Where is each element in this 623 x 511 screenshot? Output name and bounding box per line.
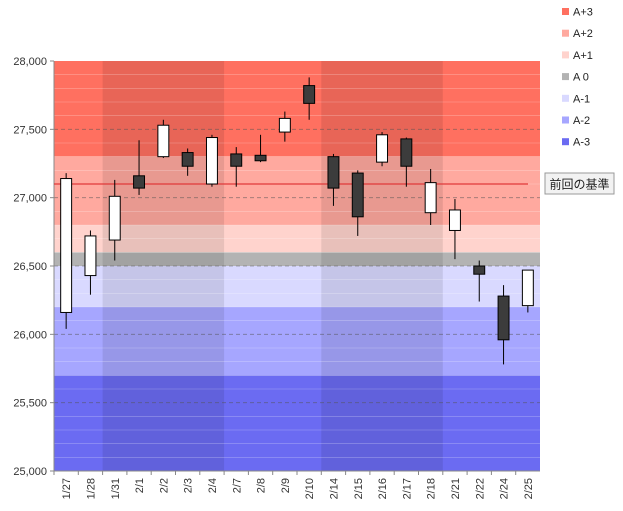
candle-body xyxy=(181,152,194,167)
grid-lines xyxy=(54,74,540,458)
candle-body xyxy=(133,175,146,189)
x-axis: 1/27 1/28 1/31 2/1 2/2 2/3 2/4 2/7 2/8 2/9 2/10 2/1… xyxy=(53,470,540,499)
legend-label: A-2 xyxy=(573,115,590,127)
legend-label: A-1 xyxy=(573,93,590,105)
candle-body xyxy=(327,156,340,189)
x-tick-label: 2/16 xyxy=(377,478,389,499)
week-shade xyxy=(321,61,443,471)
x-tick-label: 2/8 xyxy=(256,478,268,493)
candle-body xyxy=(376,134,389,163)
legend-label: A 0 xyxy=(573,72,589,84)
candle-2-25 xyxy=(521,269,534,313)
candle-body xyxy=(521,269,534,307)
x-tick-label: 2/7 xyxy=(231,478,243,493)
candle-2-4 xyxy=(205,134,218,187)
x-tick-label: 2/14 xyxy=(328,478,340,499)
legend-swatch xyxy=(562,94,569,102)
y-tick-label: 25,500 xyxy=(13,398,47,410)
candle-body xyxy=(230,153,243,167)
candle-2-14 xyxy=(327,153,340,206)
candle-body xyxy=(108,195,121,241)
candle-2-1 xyxy=(133,140,146,195)
y-tick-label: 26,000 xyxy=(13,329,47,341)
band-Aminus1 xyxy=(54,266,540,307)
x-tick-label: 2/25 xyxy=(523,478,535,499)
y-tick-label: 25,000 xyxy=(13,466,47,478)
legend-swatch xyxy=(562,8,569,15)
legend-swatch xyxy=(562,138,569,146)
x-tick-label: 2/10 xyxy=(304,478,316,499)
candle-2-18 xyxy=(424,168,437,225)
legend-swatch xyxy=(562,73,569,81)
candle-1-31 xyxy=(108,179,121,261)
x-tick-label: 2/4 xyxy=(207,478,219,493)
band-Aminus2 xyxy=(54,307,540,376)
y-tick-label: 26,500 xyxy=(13,261,47,273)
legend-label: A+2 xyxy=(573,28,593,40)
candle-2-10 xyxy=(303,77,316,120)
legend-swatch xyxy=(562,29,569,37)
candle-2-7 xyxy=(230,147,243,187)
band-Aminus3 xyxy=(54,375,540,471)
band-Aplus3 xyxy=(54,61,540,157)
y-tick-label: 27,000 xyxy=(13,193,47,205)
x-tick-label: 2/15 xyxy=(353,478,365,499)
candle-body xyxy=(157,124,170,158)
x-tick-label: 2/24 xyxy=(499,478,511,499)
legend-swatch xyxy=(562,51,569,59)
candle-2-3 xyxy=(181,148,194,176)
candle-body xyxy=(278,117,291,133)
x-tick-label: 1/31 xyxy=(110,478,122,499)
legend-label: A+1 xyxy=(573,50,593,62)
x-tick-label: 1/28 xyxy=(85,478,97,499)
x-tick-label: 2/3 xyxy=(183,478,195,493)
reference-label-box xyxy=(544,172,615,195)
candle-2-8 xyxy=(254,134,267,163)
candles xyxy=(60,77,534,365)
candle-2-2 xyxy=(157,119,170,159)
candle-body xyxy=(473,265,486,275)
candle-2-24 xyxy=(497,285,510,365)
x-tick-label: 2/18 xyxy=(426,478,438,499)
legend-label: A+3 xyxy=(573,7,593,19)
candle-body xyxy=(254,154,267,162)
candle-body xyxy=(303,85,316,104)
x-tick-label: 2/22 xyxy=(474,478,486,499)
x-tick-label: 2/21 xyxy=(450,478,462,499)
candle-2-17 xyxy=(400,137,413,187)
legend-swatch xyxy=(562,116,569,124)
reference-label: 前回の基準 xyxy=(549,177,609,192)
candle-2-16 xyxy=(376,132,389,167)
candle-2-9 xyxy=(278,111,291,142)
x-tick-label: 2/2 xyxy=(158,478,170,493)
candle-body xyxy=(400,138,413,167)
candle-body xyxy=(84,235,97,277)
legend-label: A-3 xyxy=(573,137,590,149)
candle-body xyxy=(351,172,364,218)
x-tick-label: 2/9 xyxy=(280,478,292,493)
candle-body xyxy=(60,178,73,313)
candle-body xyxy=(448,209,461,231)
x-tick-label: 2/1 xyxy=(134,478,146,493)
candle-2-21 xyxy=(448,199,461,260)
candle-1-27 xyxy=(60,173,73,329)
x-tick-label: 1/27 xyxy=(61,478,73,499)
reference-line: 前回の基準 xyxy=(54,172,615,195)
band-A0 xyxy=(54,252,540,266)
zone-bands xyxy=(54,61,540,471)
candle-body xyxy=(205,137,218,185)
y-axis: 25,000 25,500 26,000 26,500 27,000 27,500 28,0… xyxy=(13,56,55,478)
candle-1-28 xyxy=(84,230,97,295)
legend: A+3 A+2 A+1 A 0 A-1 A-2 A-3 xyxy=(562,7,593,149)
y-tick-label: 27,500 xyxy=(13,124,47,136)
x-tick-label: 2/17 xyxy=(401,478,413,499)
candle-body xyxy=(424,182,437,214)
candle-2-15 xyxy=(351,170,364,236)
y-tick-label: 28,000 xyxy=(13,56,47,68)
candle-2-22 xyxy=(473,260,486,302)
candle-body xyxy=(497,295,510,341)
